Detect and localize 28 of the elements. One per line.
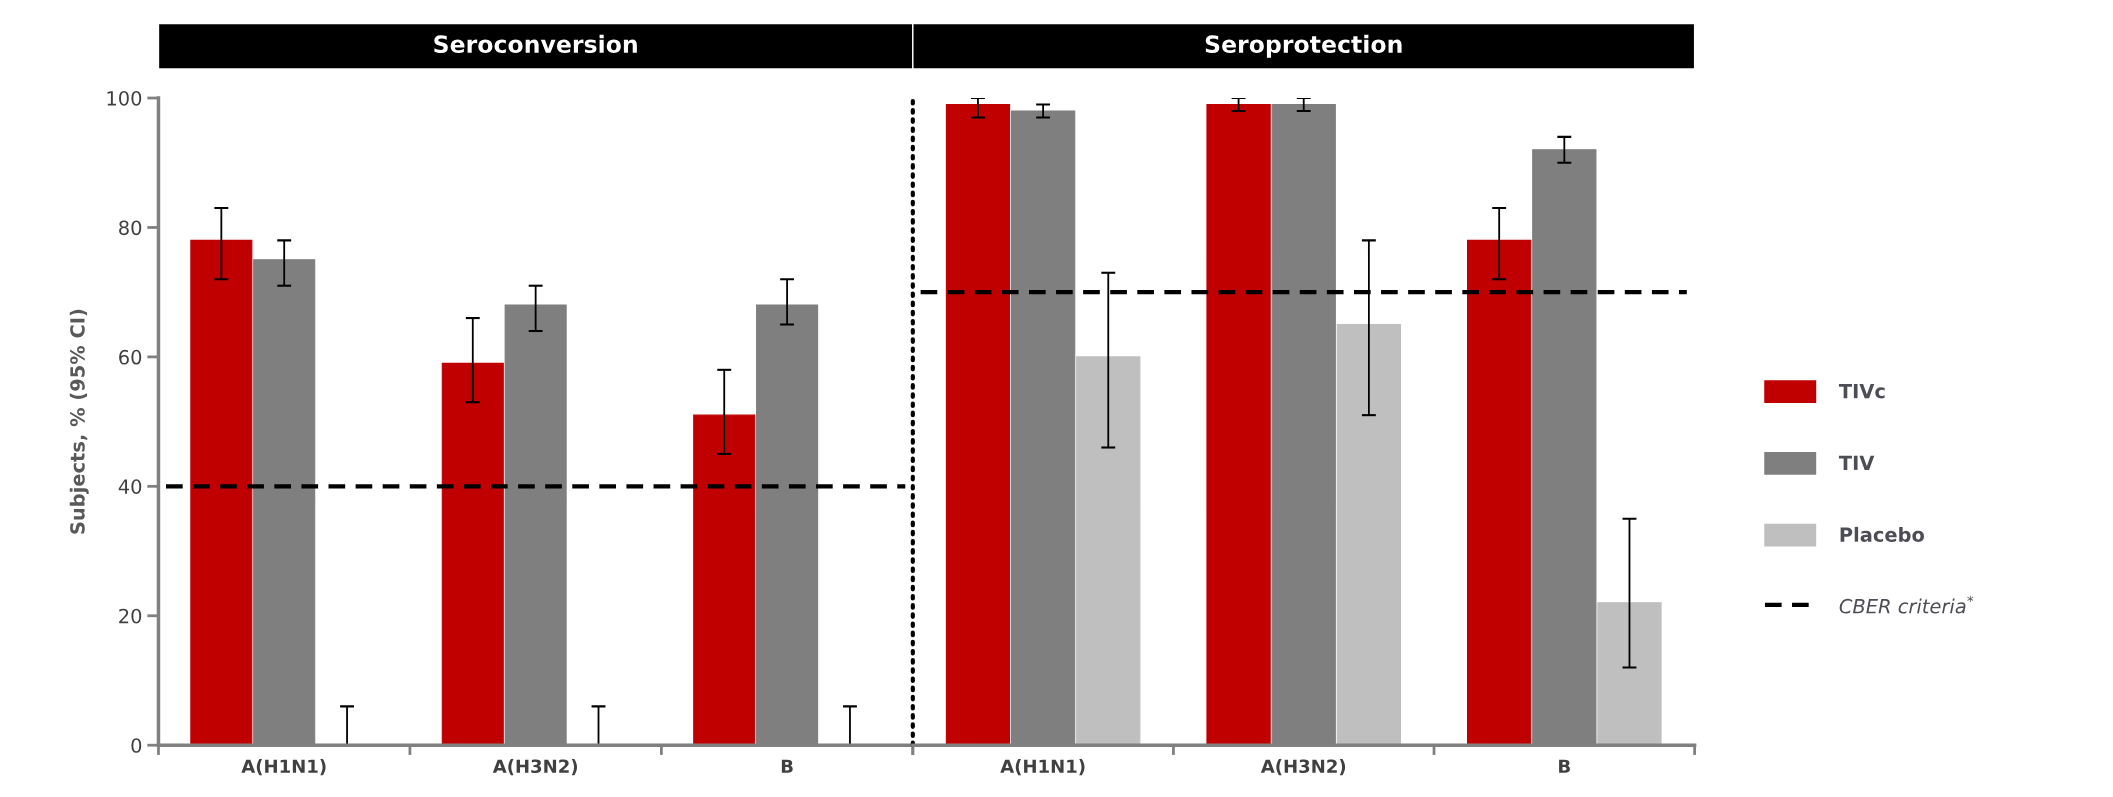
bar <box>1597 602 1662 746</box>
y-tick-label: 0 <box>131 738 142 753</box>
bar <box>1206 103 1271 746</box>
bar <box>1467 239 1532 746</box>
legend-label: TIVc <box>1838 383 1885 399</box>
bar <box>1076 356 1141 746</box>
bar <box>441 362 504 746</box>
bar <box>1336 323 1402 746</box>
x-tick-label: B <box>1559 759 1570 773</box>
x-tick-label: A(H3N2) <box>492 759 578 776</box>
bar <box>190 239 253 746</box>
x-tick-label: A(H1N1) <box>241 759 326 776</box>
x-tick-label: A(H3N2) <box>1260 759 1346 776</box>
chart-title: Seroconversion <box>434 34 637 54</box>
legend-label: CBER criteria$^{*}$ <box>1839 595 1974 614</box>
bar <box>693 414 756 746</box>
chart-title: Seroprotection <box>1205 34 1402 58</box>
y-tick-label: 80 <box>119 220 142 236</box>
y-axis-title: Subjects, % (95% CI) <box>69 309 89 534</box>
x-tick-label: B <box>781 759 793 773</box>
legend-label: TIV <box>1838 455 1875 470</box>
y-tick-label: 40 <box>118 479 142 494</box>
bar <box>945 103 1011 746</box>
legend-label: Placebo <box>1840 526 1925 542</box>
y-tick-label: 100 <box>107 90 142 106</box>
y-tick-label: 60 <box>119 349 142 365</box>
x-tick-label: A(H1N1) <box>1000 759 1085 776</box>
y-tick-label: 20 <box>119 608 142 624</box>
